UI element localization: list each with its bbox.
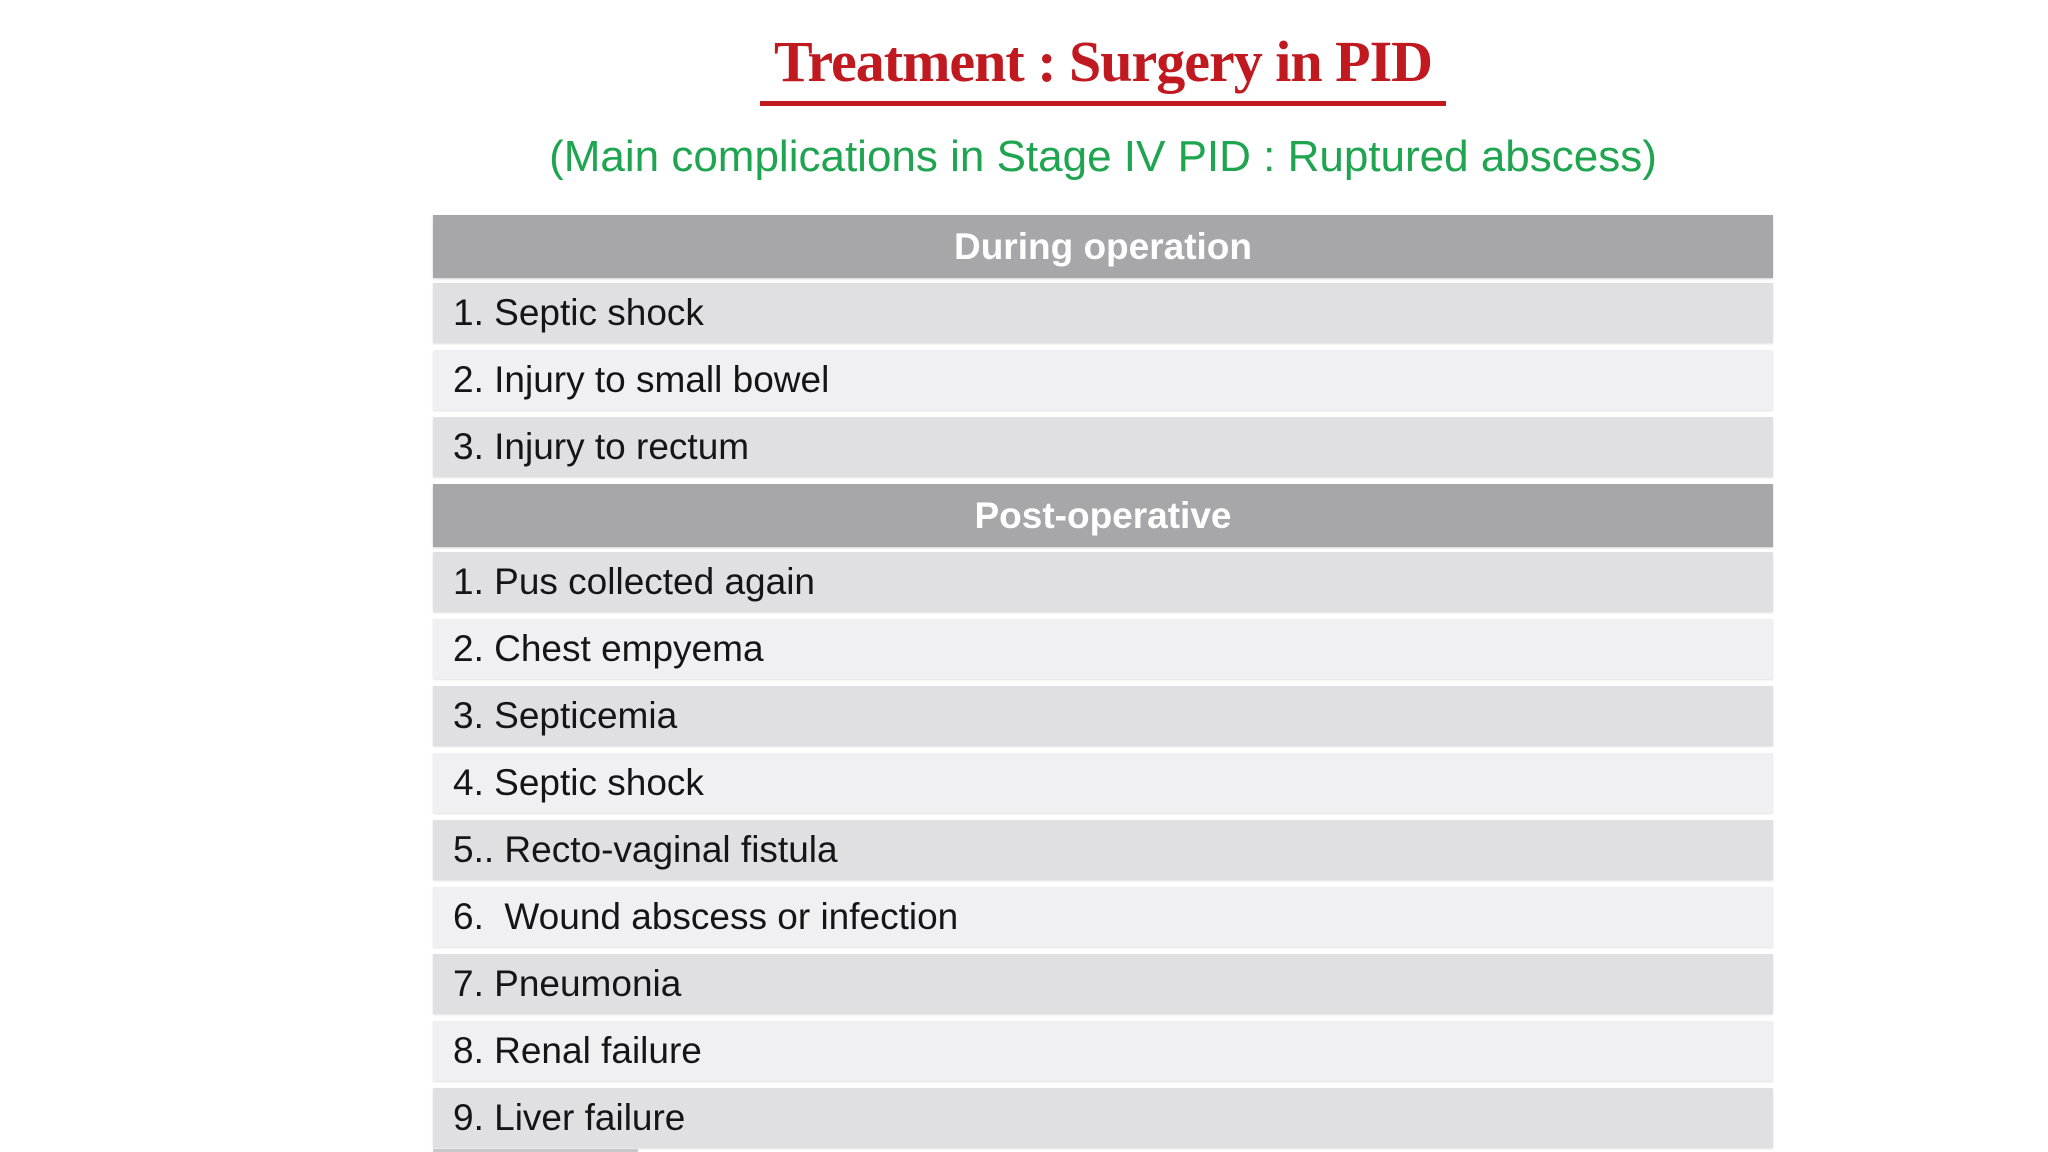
slide-title: Treatment : Surgery in PID	[759, 30, 1447, 106]
table-row: 3. Injury to rectum	[433, 417, 1773, 477]
table-row: 2. Injury to small bowel	[433, 350, 1773, 410]
table-section-header: During operation	[433, 215, 1773, 278]
table-row: 1. Septic shock	[433, 283, 1773, 343]
complications-table: During operation 1. Septic shock 2. Injury…	[433, 215, 1773, 1152]
table-row: 3. Septicemia	[433, 686, 1773, 746]
table-row: 9. Liver failure	[433, 1088, 1773, 1148]
table-row: 7. Pneumonia	[433, 954, 1773, 1014]
table-section-header: Post-operative	[433, 484, 1773, 547]
table-row: 4. Septic shock	[433, 753, 1773, 813]
slide-content-column: Treatment : Surgery in PID (Main complic…	[433, 0, 1773, 1152]
title-area: Treatment : Surgery in PID	[433, 30, 1773, 106]
table-row: 6. Wound abscess or infection	[433, 887, 1773, 947]
subtitle-area: (Main complications in Stage IV PID : Ru…	[323, 128, 1883, 185]
table-row: 1. Pus collected again	[433, 552, 1773, 612]
table-row: 2. Chest empyema	[433, 619, 1773, 679]
table-row: 8. Renal failure	[433, 1021, 1773, 1081]
next-row-partial-sliver	[433, 1149, 638, 1152]
table-row: 5.. Recto-vaginal fistula	[433, 820, 1773, 880]
slide-subtitle: (Main complications in Stage IV PID : Ru…	[549, 132, 1657, 181]
